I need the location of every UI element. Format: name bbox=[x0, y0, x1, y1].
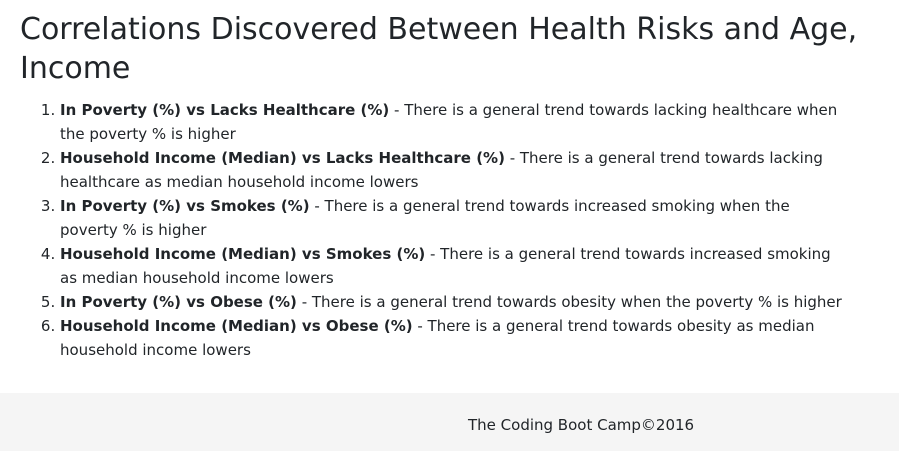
list-item-label: Household Income (Median) vs Lacks Healt… bbox=[60, 149, 505, 167]
list-item-label: In Poverty (%) vs Lacks Healthcare (%) bbox=[60, 101, 390, 119]
list-item-description: - There is a general trend towards lacki… bbox=[60, 149, 823, 191]
list-item-label: In Poverty (%) vs Obese (%) bbox=[60, 293, 297, 311]
list-item-description: - There is a general trend towards incre… bbox=[60, 197, 790, 239]
list-item: In Poverty (%) vs Obese (%) - There is a… bbox=[60, 290, 850, 314]
main-content: Correlations Discovered Between Health R… bbox=[20, 10, 890, 362]
list-item-description: - There is a general trend towards lacki… bbox=[60, 101, 838, 143]
list-item: In Poverty (%) vs Lacks Healthcare (%) -… bbox=[60, 98, 850, 146]
list-item-description: - There is a general trend towards obesi… bbox=[60, 317, 815, 359]
footer-copyright: The Coding Boot Camp©2016 bbox=[468, 416, 695, 434]
footer: The Coding Boot Camp©2016 bbox=[0, 393, 899, 451]
list-item-label: Household Income (Median) vs Obese (%) bbox=[60, 317, 413, 335]
list-item: Household Income (Median) vs Lacks Healt… bbox=[60, 146, 850, 194]
list-item-label: In Poverty (%) vs Smokes (%) bbox=[60, 197, 310, 215]
list-item: Household Income (Median) vs Smokes (%) … bbox=[60, 242, 850, 290]
list-item-description: - There is a general trend towards incre… bbox=[60, 245, 831, 287]
list-item: In Poverty (%) vs Smokes (%) - There is … bbox=[60, 194, 850, 242]
page-title: Correlations Discovered Between Health R… bbox=[20, 12, 858, 86]
correlation-list: In Poverty (%) vs Lacks Healthcare (%) -… bbox=[20, 98, 850, 362]
list-item-description: - There is a general trend towards obesi… bbox=[296, 293, 842, 311]
list-item-label: Household Income (Median) vs Smokes (%) bbox=[60, 245, 426, 263]
list-item: Household Income (Median) vs Obese (%) -… bbox=[60, 314, 850, 362]
